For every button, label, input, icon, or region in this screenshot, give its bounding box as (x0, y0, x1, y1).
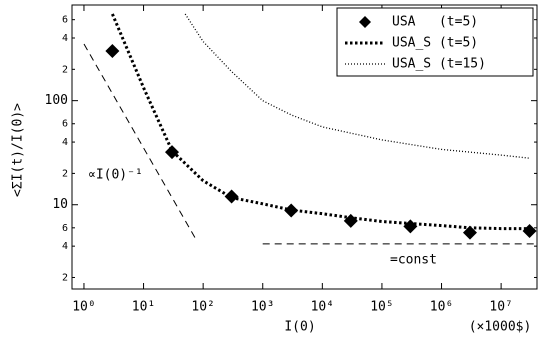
x-tick-label: 10⁶ (430, 300, 453, 315)
y-tick-label: 2 (62, 272, 68, 283)
x-tick-label: 10⁵ (370, 300, 393, 315)
y-tick-label: 4 (62, 137, 68, 148)
y-tick-label: 6 (62, 15, 68, 26)
x-tick-label: 10⁴ (311, 300, 334, 315)
y-tick-label: 2 (62, 64, 68, 75)
x-axis-label: I(0) (284, 320, 315, 335)
data-point (105, 43, 120, 58)
annotation: ∝I(0)⁻¹ (88, 168, 143, 183)
y-tick-label: 10 (52, 197, 68, 212)
legend-marker (359, 16, 371, 28)
annotation: =const (390, 253, 437, 268)
legend-box (336, 7, 534, 77)
y-tick-label: 2 (62, 168, 68, 179)
data-line (111, 13, 530, 231)
plot-frame (71, 4, 538, 290)
data-point (343, 213, 358, 228)
legend-label: USA_S (t=15) (392, 57, 486, 72)
y-tick-label: 4 (62, 241, 68, 252)
y-tick-label: 6 (62, 223, 68, 234)
x-tick-label: 10² (191, 300, 214, 315)
legend-label: USA_S (t=5) (392, 36, 478, 51)
legend-label: USA (t=5) (392, 15, 478, 30)
reference-line (83, 43, 197, 240)
x-tick-label: 10⁰ (72, 300, 95, 315)
y-tick-label: 4 (62, 33, 68, 44)
data-point (224, 189, 239, 204)
data-point (522, 223, 537, 238)
data-point (403, 219, 418, 234)
x-unit-label: (×1000$) (469, 320, 532, 335)
y-tick-label: 100 (45, 93, 68, 108)
x-tick-label: 10³ (251, 300, 274, 315)
y-axis-label: <ΣI(t)/I(0)> (11, 103, 26, 197)
data-point (462, 225, 477, 240)
x-tick-label: 10⁷ (489, 300, 512, 315)
y-tick-label: 6 (62, 119, 68, 130)
x-tick-label: 10¹ (132, 300, 155, 315)
data-line (184, 13, 530, 159)
